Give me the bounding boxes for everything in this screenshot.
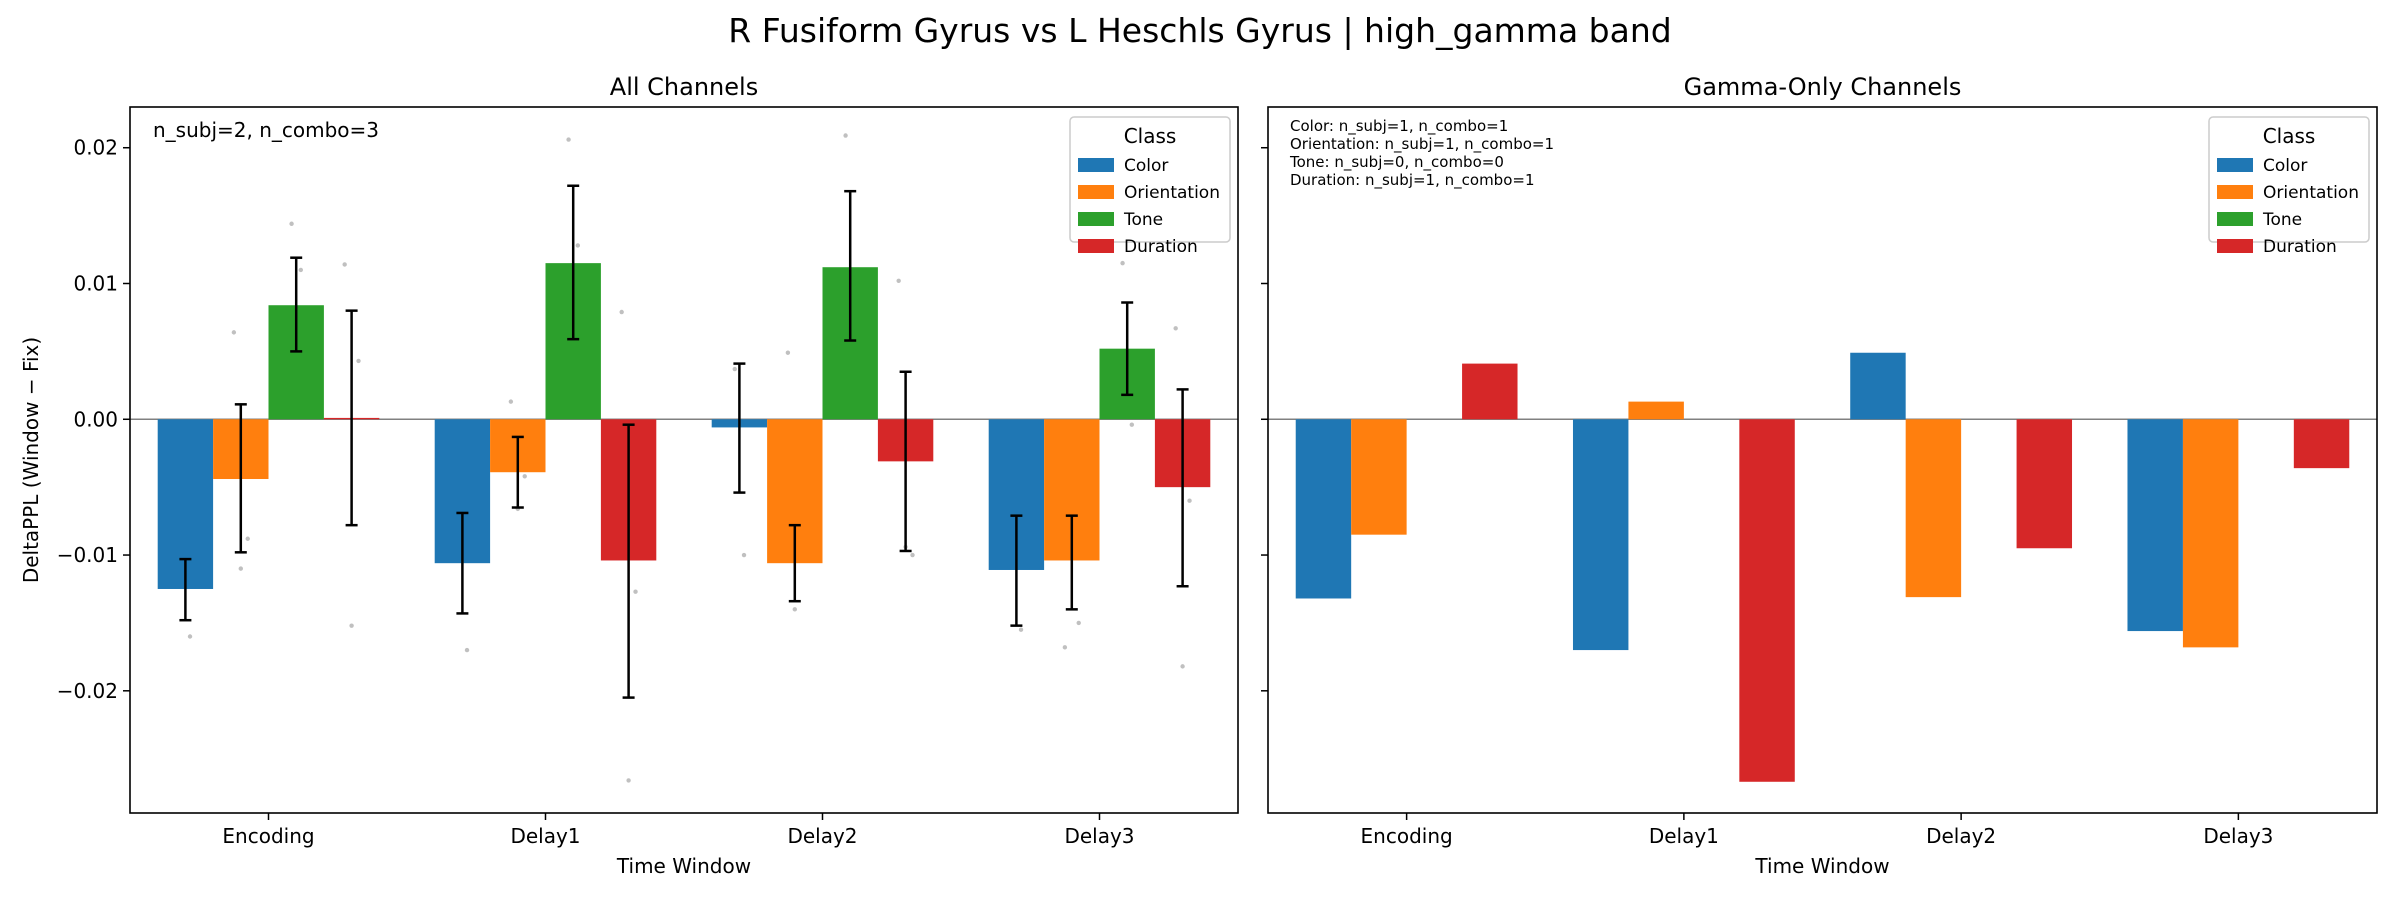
y-tick-label: 0.01 xyxy=(73,272,118,296)
subject-point xyxy=(289,221,294,226)
bar-color xyxy=(1295,419,1352,599)
x-tick-label: Delay1 xyxy=(1649,824,1719,848)
annotation-text: Color: n_subj=1, n_combo=1 xyxy=(1290,117,1508,136)
bar-duration xyxy=(1462,363,1518,420)
legend-swatch-tone xyxy=(1078,212,1114,226)
x-tick-label: Encoding xyxy=(222,824,314,848)
subject-point xyxy=(1120,260,1125,266)
subject-point xyxy=(619,309,624,315)
subject-point xyxy=(575,243,581,248)
y-tick-label: 0.02 xyxy=(73,136,118,160)
x-tick-label: Delay3 xyxy=(1064,824,1134,848)
annotation-text: Tone: n_subj=0, n_combo=0 xyxy=(1289,153,1504,172)
x-tick-label: Delay1 xyxy=(510,824,580,848)
subject-point xyxy=(626,778,631,783)
axes-frame xyxy=(129,106,1239,814)
x-axis-label: Time Window xyxy=(1754,854,1889,878)
legend-label: Orientation xyxy=(1124,183,1220,203)
legend-swatch-duration xyxy=(2217,239,2253,253)
axes-frame xyxy=(1267,106,2378,814)
subject-point xyxy=(792,607,797,612)
subject-point xyxy=(1180,664,1185,669)
x-tick-label: Delay2 xyxy=(1926,824,1996,848)
subject-point xyxy=(508,399,514,404)
subject-point xyxy=(1187,498,1192,503)
subject-point xyxy=(298,267,304,273)
subject-point xyxy=(245,536,250,541)
annotation-text: Duration: n_subj=1, n_combo=1 xyxy=(1290,171,1535,190)
x-tick-label: Delay2 xyxy=(787,824,857,848)
bar-orientation xyxy=(1351,419,1407,535)
legend-swatch-orientation xyxy=(2217,185,2253,199)
panel-title: All Channels xyxy=(610,73,758,101)
subject-point xyxy=(464,647,470,653)
legend-title: Class xyxy=(1124,124,1177,148)
subject-point xyxy=(231,330,237,335)
subject-point xyxy=(238,566,243,571)
legend-box xyxy=(1069,116,1231,243)
subject-point xyxy=(349,623,354,628)
subject-point xyxy=(1076,620,1081,626)
legend-box xyxy=(2208,116,2370,243)
subject-point xyxy=(1173,326,1178,331)
legend-label: Color xyxy=(2263,156,2307,176)
legend-swatch-orientation xyxy=(1078,185,1114,199)
subject-point xyxy=(732,366,737,372)
x-axis-label: Time Window xyxy=(616,854,751,878)
y-axis-label: DeltaPPL (Window − Fix) xyxy=(19,337,43,583)
subject-point xyxy=(741,552,747,558)
bar-color xyxy=(1572,419,1629,651)
subject-point xyxy=(356,358,361,364)
legend-label: Color xyxy=(1124,156,1168,176)
legend-swatch-color xyxy=(1078,158,1114,172)
subject-point xyxy=(342,262,347,267)
legend-swatch-duration xyxy=(1078,239,1114,253)
subject-point xyxy=(910,552,915,558)
annotation-text: n_subj=2, n_combo=3 xyxy=(153,118,379,142)
y-tick-label: −0.02 xyxy=(57,679,118,703)
legend: Class Color Orientation Tone Duration xyxy=(1069,116,1231,257)
bar-orientation xyxy=(1905,419,1962,598)
legend-swatch-tone xyxy=(2217,212,2253,226)
bar-duration xyxy=(2016,419,2073,549)
subject-point xyxy=(187,634,193,639)
annotation-text: Orientation: n_subj=1, n_combo=1 xyxy=(1290,135,1554,154)
y-tick-label: 0.00 xyxy=(73,407,118,431)
subject-point xyxy=(522,474,527,479)
bar-color xyxy=(1850,352,1906,420)
legend-label: Tone xyxy=(1123,210,1163,230)
bar-orientation xyxy=(2182,419,2239,648)
subject-point xyxy=(896,278,901,283)
subject-point xyxy=(1018,627,1024,632)
legend-label: Orientation xyxy=(2263,183,2359,203)
legend: Class Color Orientation Tone Duration xyxy=(2208,116,2370,257)
legend-title: Class xyxy=(2263,124,2316,148)
panel-gamma-only-channels: Encoding Delay1 Delay2 Delay3 Gamma-Only Cha… xyxy=(1261,73,2378,878)
legend-swatch-color xyxy=(2217,158,2253,172)
panel-title: Gamma-Only Channels xyxy=(1684,73,1962,101)
bar-duration xyxy=(2293,419,2350,469)
bar-orientation xyxy=(1628,401,1684,420)
bar-duration xyxy=(1739,419,1795,782)
x-tick-label: Delay3 xyxy=(2203,824,2273,848)
subject-point xyxy=(843,133,848,138)
legend-label: Tone xyxy=(2262,210,2302,230)
bar-color xyxy=(2127,419,2183,632)
subject-point xyxy=(566,137,571,142)
y-tick-label: −0.01 xyxy=(57,543,118,567)
panel-all-channels: −0.02 −0.01 0.00 0.01 0.02 Encoding Delay1 Dela… xyxy=(19,73,1239,878)
legend-label: Duration xyxy=(1124,237,1198,257)
subject-point xyxy=(633,589,638,594)
legend-label: Duration xyxy=(2263,237,2337,257)
subject-point xyxy=(1062,645,1068,650)
x-tick-label: Encoding xyxy=(1361,824,1453,848)
subject-point xyxy=(1129,422,1135,427)
figure-suptitle: R Fusiform Gyrus vs L Heschls Gyrus | hi… xyxy=(728,11,1671,50)
subject-point xyxy=(785,350,791,355)
